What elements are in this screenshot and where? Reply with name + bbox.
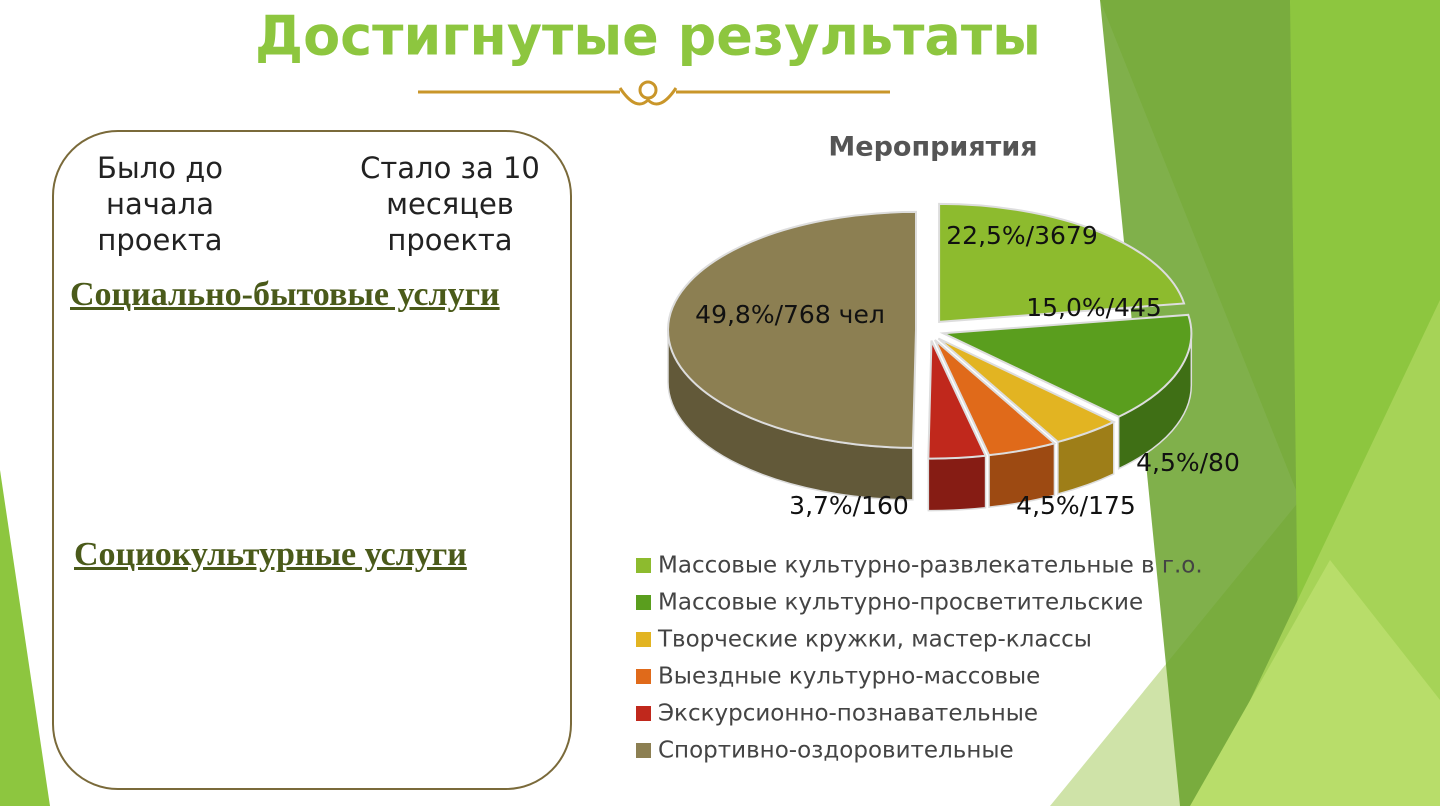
data-label: 4,5%/175 — [1016, 491, 1136, 520]
slice — [937, 337, 1117, 444]
slice — [938, 202, 1186, 323]
legend-swatch — [636, 743, 651, 758]
data-label: 3,7%/160 — [789, 491, 909, 520]
slice-side — [927, 454, 987, 512]
legend-swatch — [636, 558, 651, 573]
data-label: 22,5%/3679 — [946, 221, 1097, 250]
panel — [52, 130, 572, 790]
legend-label: Спортивно-оздоровительные — [658, 738, 1014, 764]
chart-title: Мероприятия — [828, 132, 1037, 163]
section-heading: Социально-бытовые услуги — [70, 276, 500, 313]
column-header: Было до начала проекта — [96, 151, 224, 257]
ornament — [418, 80, 890, 106]
slice — [934, 339, 1057, 457]
legend-swatch — [636, 706, 651, 721]
data-label: 49,8%/768 чел — [695, 300, 885, 329]
data-label: 4,5%/80 — [1136, 448, 1240, 477]
legend-label: Массовые культурно-развлекательные в г.о… — [658, 553, 1203, 579]
column-header: Стало за 10 месяцев проекта — [360, 151, 540, 257]
legend-swatch — [636, 595, 651, 610]
legend-label: Экскурсионно-познавательные — [658, 701, 1038, 727]
decor — [1190, 560, 1440, 806]
slice — [927, 340, 988, 460]
section-heading: Социокультурные услуги — [74, 536, 467, 573]
legend-swatch — [636, 669, 651, 684]
decor — [0, 470, 50, 806]
slice — [939, 313, 1193, 418]
legend-swatch — [636, 632, 651, 647]
legend-label: Массовые культурно-просветительские — [658, 590, 1143, 616]
legend-label: Выездные культурно-массовые — [658, 664, 1040, 690]
data-label: 15,0%/445 — [1026, 293, 1162, 322]
slice — [666, 210, 917, 449]
slide-title: Достигнутые результаты — [255, 5, 1041, 68]
legend-label: Творческие кружки, мастер-классы — [657, 627, 1092, 653]
